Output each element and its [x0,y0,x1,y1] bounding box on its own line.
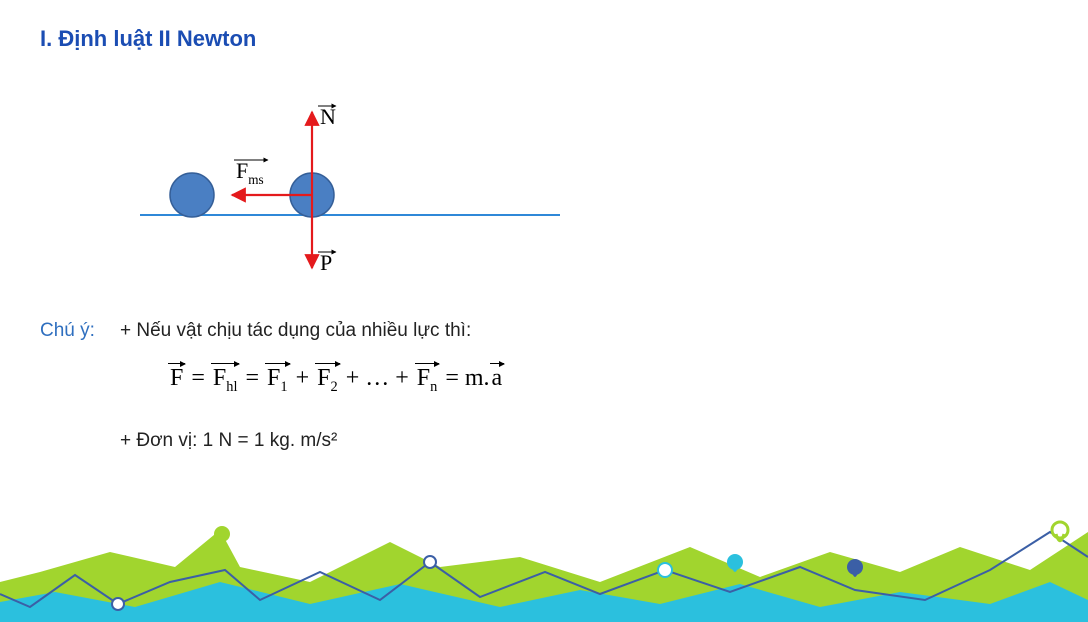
note-line-1: + Nếu vật chịu tác dụng của nhiều lực th… [120,320,471,342]
page-title: I. Định luật II Newton [40,26,256,52]
svg-text:N: N [320,104,336,129]
note-line-2: + Đơn vị: 1 N = 1 kg. m/s² [120,430,337,452]
newton-formula: F = Fhl = F1 + F2 + … + Fn = m.a [168,355,504,396]
svg-text:P: P [320,250,332,275]
decorative-footer-chart [0,512,1088,622]
note-label: Chú ý: [40,320,95,342]
svg-text:Fms: Fms [236,158,264,187]
force-diagram: N P Fms [140,100,560,290]
